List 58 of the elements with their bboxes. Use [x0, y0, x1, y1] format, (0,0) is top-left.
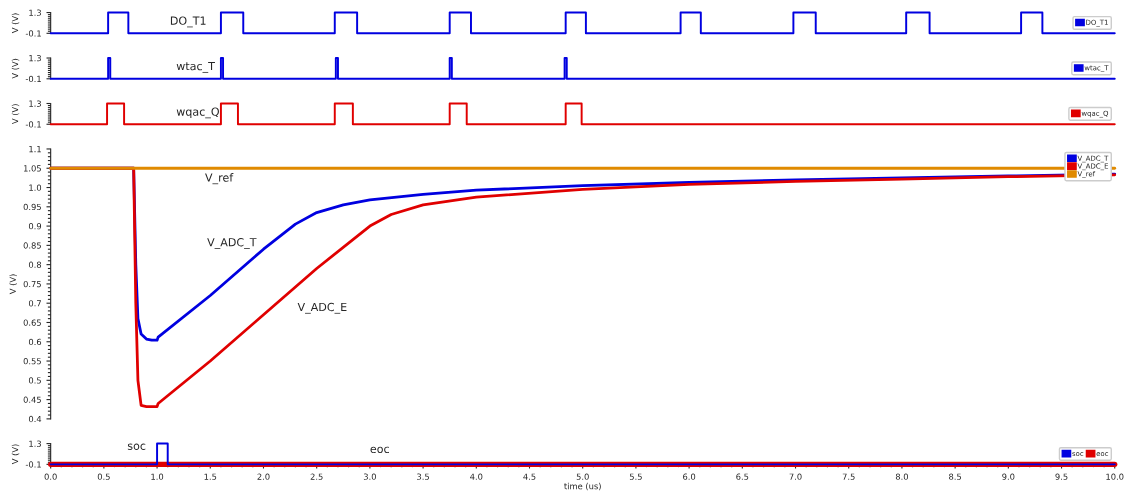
y-tick-label: 0.75 — [23, 280, 41, 288]
x-tick-label: 1.5 — [204, 473, 217, 480]
x-tick-label: 4.0 — [470, 473, 483, 480]
x-tick-label: 1.0 — [151, 473, 164, 480]
x-tick-label: 6.5 — [736, 473, 749, 480]
y-axis-title: V (V) — [11, 104, 20, 125]
y-axis-title: V (V) — [11, 58, 20, 79]
y-tick-label: -0.1 — [25, 30, 41, 37]
x-tick-label: 0.0 — [44, 473, 57, 480]
annotation: V_ADC_T — [207, 238, 257, 249]
annotation: wqac_Q — [176, 107, 219, 119]
annotation: soc — [127, 443, 146, 450]
y-tick-label: 0.4 — [28, 415, 42, 423]
y-tick-label: 1.3 — [29, 100, 41, 107]
y-tick-label: 0.65 — [23, 319, 41, 326]
annotation: eoc — [370, 446, 389, 454]
x-tick-label: 2.5 — [310, 473, 323, 480]
x-tick-label: 7.0 — [789, 473, 802, 480]
x-tick-label: 9.5 — [1055, 473, 1068, 480]
x-tick-label: 7.5 — [842, 473, 855, 480]
x-tick-label: 8.0 — [895, 473, 908, 480]
x-tick-label: 6.0 — [683, 473, 696, 480]
y-axis-title: V (V) — [11, 444, 20, 465]
y-tick-label: 1.3 — [29, 440, 41, 447]
x-tick-label: 5.5 — [629, 473, 642, 480]
y-tick-label: -0.1 — [25, 121, 41, 128]
x-tick-label: 8.5 — [949, 473, 962, 480]
x-tick-label: 5.0 — [576, 473, 589, 480]
x-tick-label: 3.0 — [363, 473, 376, 480]
annotation: wtac_T — [176, 62, 215, 73]
y-tick-label: 0.55 — [23, 358, 41, 365]
annotation: V_ADC_E — [297, 302, 347, 314]
x-tick-label: 2.0 — [257, 473, 270, 480]
y-tick-label: 0.85 — [23, 242, 41, 249]
y-tick-label: 0.45 — [23, 396, 41, 403]
y-tick-label: 0.5 — [28, 377, 41, 384]
annotation: DO_T1 — [170, 16, 206, 28]
annotation: V_ref — [205, 173, 234, 185]
x-tick-label: 0.5 — [97, 473, 110, 480]
y-axis-title: V (V) — [9, 274, 17, 295]
x-tick-label: 9.0 — [1002, 473, 1015, 480]
y-axis-title: V (V) — [11, 13, 20, 34]
x-tick-label: 3.5 — [417, 473, 429, 480]
y-tick-label: 1.0 — [29, 184, 42, 191]
y-tick-label: 0.6 — [28, 338, 42, 346]
y-tick-label: 1.1 — [29, 146, 41, 153]
x-tick-label: 10.0 — [1106, 473, 1124, 480]
y-tick-label: -0.1 — [25, 461, 41, 468]
x-axis-title: time (us) — [564, 482, 601, 491]
y-tick-label: 1.3 — [29, 55, 41, 62]
y-tick-label: 0.8 — [28, 261, 42, 268]
x-tick-label: 4.5 — [523, 473, 536, 480]
y-tick-label: 0.95 — [23, 203, 41, 211]
y-tick-label: 1.05 — [24, 165, 41, 172]
y-tick-label: 0.9 — [28, 223, 42, 230]
y-tick-label: -0.1 — [25, 75, 41, 83]
y-tick-label: 1.3 — [29, 9, 41, 16]
y-tick-label: 0.7 — [28, 300, 41, 307]
